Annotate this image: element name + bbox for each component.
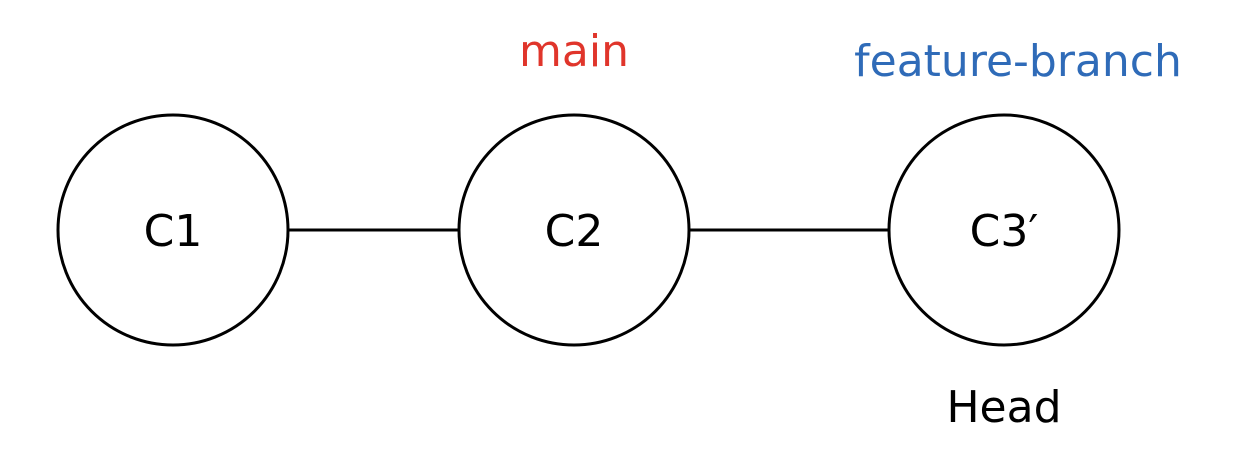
ref-label-feature-branch: feature-branch [854, 36, 1182, 87]
commit-node-c1[interactable]: C1 [56, 113, 290, 347]
ref-label-head: Head [946, 382, 1061, 433]
ref-label-main: main [519, 26, 629, 77]
commit-label-c2: C2 [545, 206, 604, 257]
commit-label-c3: C3′ [970, 206, 1039, 257]
commit-circle [887, 113, 1121, 347]
commit-label-c1: C1 [144, 206, 203, 257]
commit-circle [56, 113, 290, 347]
commit-circle [457, 113, 691, 347]
commit-node-c2[interactable]: C2 [457, 113, 691, 347]
commit-node-c3[interactable]: C3′ [887, 113, 1121, 347]
